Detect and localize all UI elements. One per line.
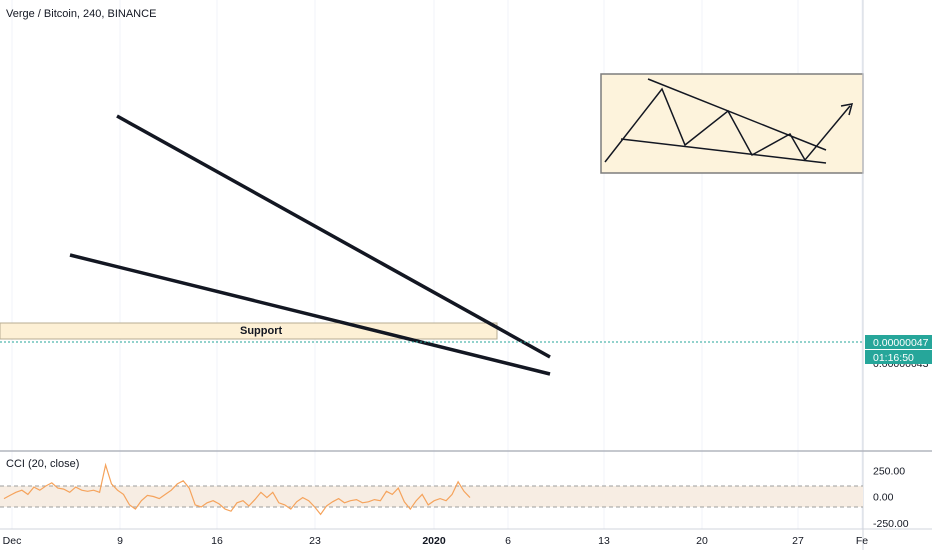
last-price-tag xyxy=(865,335,932,349)
pattern-arrowhead xyxy=(840,103,854,116)
pattern-zigzag xyxy=(604,87,851,163)
last-price-tag-text: 0.00000047 xyxy=(873,337,929,349)
support-label: Support xyxy=(240,325,282,337)
time-tick-label: 6 xyxy=(505,535,511,547)
time-tick-label: 16 xyxy=(211,535,223,547)
cci-tick-label: 250.00 xyxy=(873,465,905,477)
time-tick-label: 13 xyxy=(598,535,610,547)
time-tick-label: 20 xyxy=(696,535,708,547)
pattern-lower-line xyxy=(620,138,827,164)
cci-title: CCI (20, close) xyxy=(6,458,79,470)
chart-title: Verge / Bitcoin, 240, BINANCE xyxy=(6,8,156,20)
time-tick-label: 9 xyxy=(117,535,123,547)
support-zone[interactable] xyxy=(0,322,498,340)
time-tick-label: 2020 xyxy=(422,535,446,547)
time-tick-label: 27 xyxy=(792,535,804,547)
time-tick-label: 23 xyxy=(309,535,321,547)
cci-tick-label: -250.00 xyxy=(873,518,909,530)
cci-line xyxy=(3,462,471,516)
cci-tick-label: 0.00 xyxy=(873,492,894,504)
countdown-tag-text: 01:16:50 xyxy=(873,352,914,364)
time-tick-label: Fe xyxy=(856,535,868,547)
falling-wedge-pattern-inset[interactable] xyxy=(600,73,864,174)
countdown-tag xyxy=(865,350,932,364)
wedge-upper-line[interactable] xyxy=(116,114,551,359)
pattern-upper-line xyxy=(647,78,827,151)
time-tick-label: Dec xyxy=(3,535,22,547)
wedge-lower-line[interactable] xyxy=(69,253,551,376)
